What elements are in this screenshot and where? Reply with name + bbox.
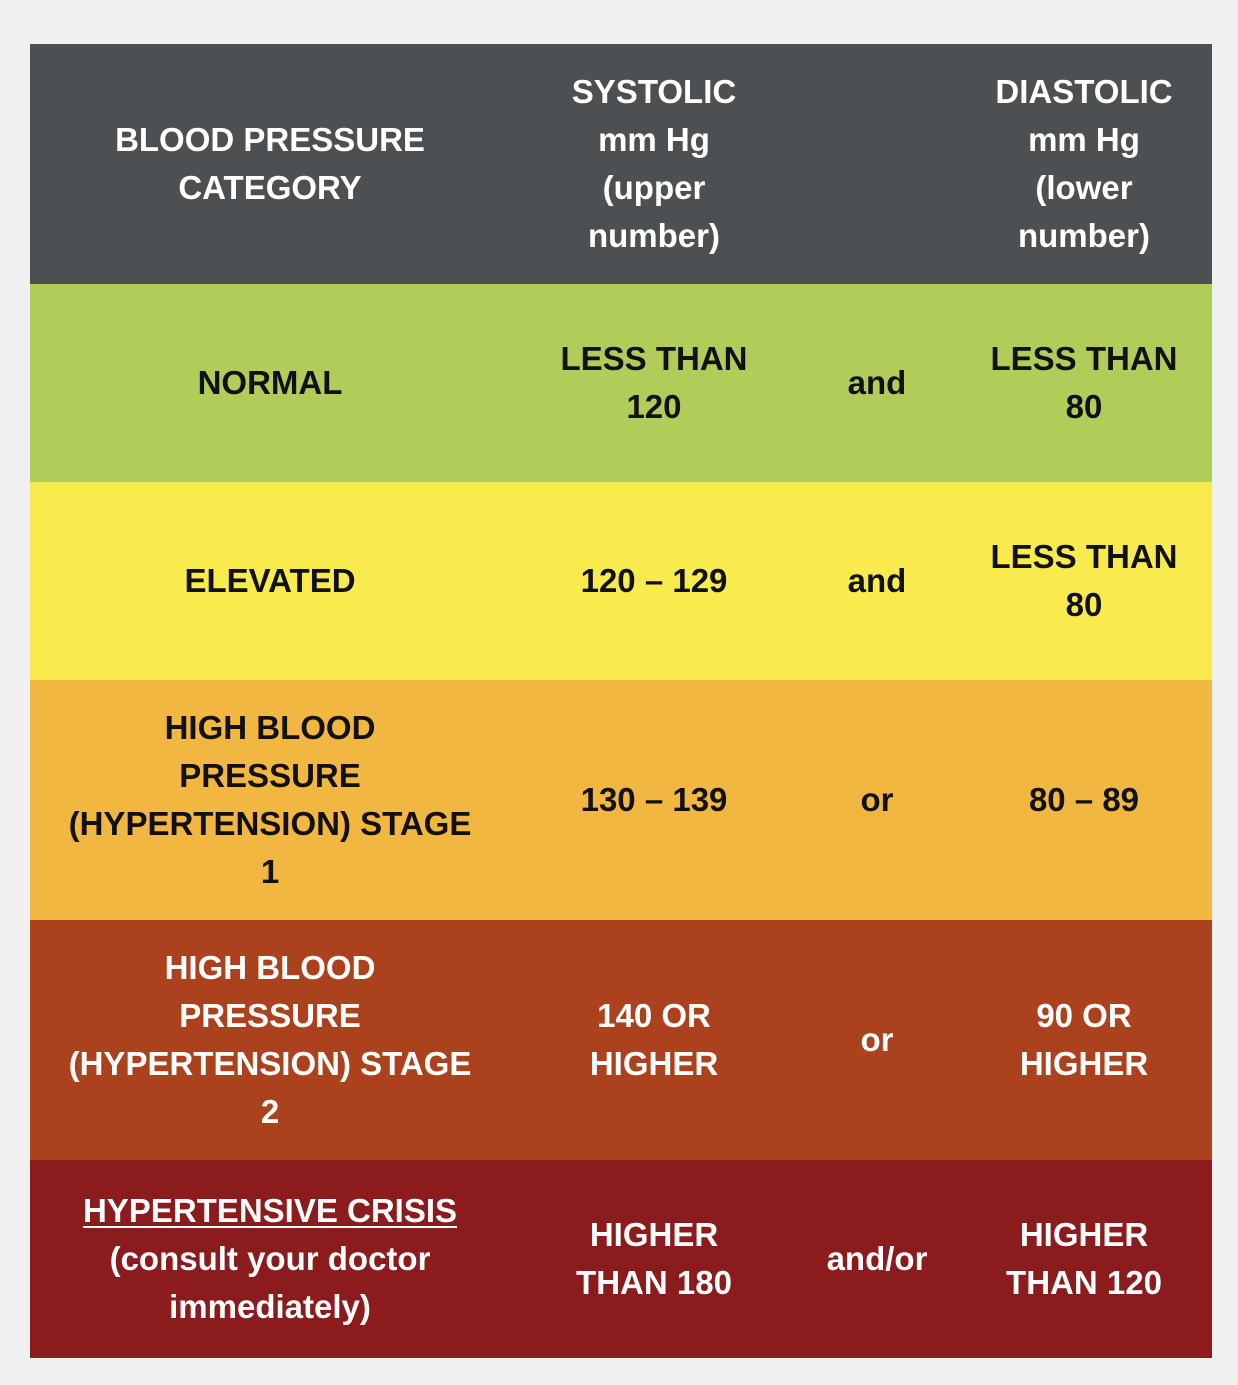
systolic-cell: HIGHER THAN 180: [576, 1216, 732, 1301]
header-conjunction: [798, 44, 956, 284]
systolic-cell: 120 – 129: [580, 562, 728, 599]
row-hypertensive-crisis: HYPERTENSIVE CRISIS (consult your doctor…: [30, 1160, 1212, 1358]
diastolic-cell: 80 – 89: [1028, 781, 1140, 818]
crisis-title: HYPERTENSIVE CRISIS: [82, 1192, 458, 1229]
header-row: BLOOD PRESSURE CATEGORY SYSTOLIC mm Hg (…: [30, 44, 1212, 284]
conjunction-cell: and/or: [826, 1240, 928, 1277]
diastolic-cell: 90 OR HIGHER: [1019, 997, 1149, 1082]
row-normal: NORMAL LESS THAN 120 and LESS THAN 80: [30, 284, 1212, 482]
conjunction-cell: or: [860, 781, 894, 818]
conjunction-cell: and: [847, 364, 907, 401]
category-cell: HIGH BLOOD PRESSURE (HYPERTENSION) STAGE…: [68, 709, 472, 890]
conjunction-cell: and: [847, 562, 907, 599]
conjunction-cell: or: [860, 1021, 894, 1058]
diastolic-cell: LESS THAN 80: [990, 340, 1178, 425]
blood-pressure-table: BLOOD PRESSURE CATEGORY SYSTOLIC mm Hg (…: [30, 44, 1212, 1358]
systolic-cell: LESS THAN 120: [560, 340, 748, 425]
category-cell: HYPERTENSIVE CRISIS (consult your doctor…: [30, 1160, 510, 1358]
header-systolic: SYSTOLIC mm Hg (upper number): [571, 73, 737, 254]
row-hypertension-stage-1: HIGH BLOOD PRESSURE (HYPERTENSION) STAGE…: [30, 680, 1212, 920]
header-diastolic: DIASTOLIC mm Hg (lower number): [995, 73, 1173, 254]
crisis-note: (consult your doctor immediately): [109, 1240, 431, 1325]
category-cell: ELEVATED: [184, 562, 356, 599]
category-cell: NORMAL: [197, 364, 343, 401]
category-cell: HIGH BLOOD PRESSURE (HYPERTENSION) STAGE…: [68, 949, 472, 1130]
row-elevated: ELEVATED 120 – 129 and LESS THAN 80: [30, 482, 1212, 680]
diastolic-cell: HIGHER THAN 120: [1006, 1216, 1162, 1301]
diastolic-cell: LESS THAN 80: [990, 538, 1178, 623]
header-category: BLOOD PRESSURE CATEGORY: [115, 121, 425, 206]
systolic-cell: 140 OR HIGHER: [589, 997, 719, 1082]
systolic-cell: 130 – 139: [580, 781, 728, 818]
row-hypertension-stage-2: HIGH BLOOD PRESSURE (HYPERTENSION) STAGE…: [30, 920, 1212, 1160]
